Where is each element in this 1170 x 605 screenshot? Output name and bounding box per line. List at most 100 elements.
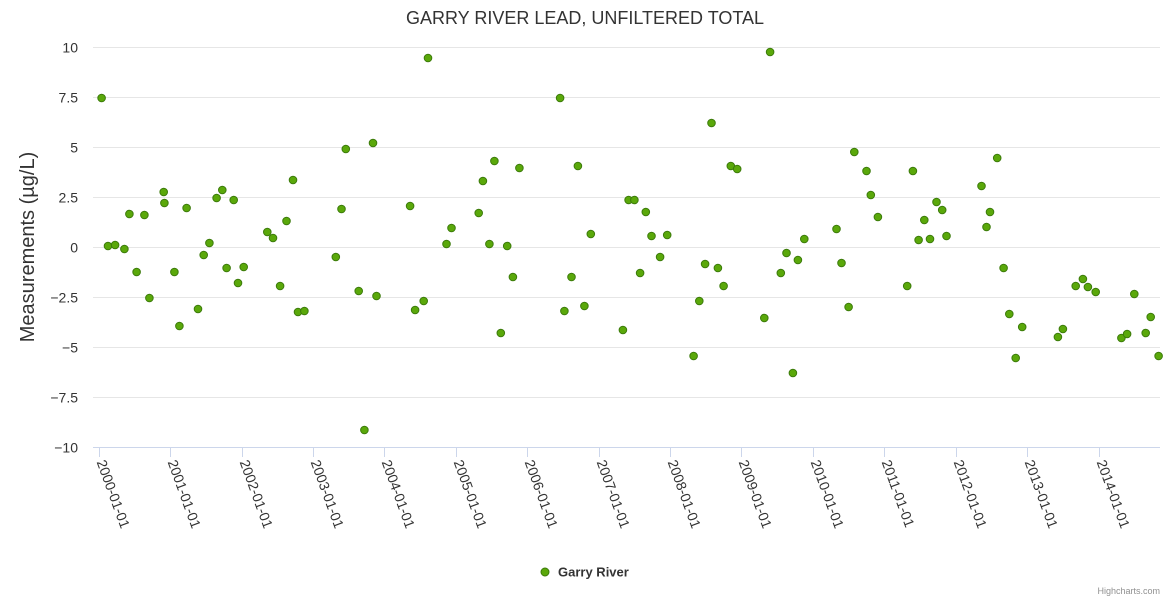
data-point[interactable] [300,306,309,316]
data-point[interactable] [700,259,710,269]
data-point[interactable] [1146,312,1155,322]
data-point[interactable] [1005,309,1014,319]
data-point[interactable] [474,208,484,218]
data-point[interactable] [229,195,238,205]
data-point[interactable] [925,234,935,244]
series-garry-river[interactable] [97,47,1163,435]
data-point[interactable] [832,224,841,234]
data-point[interactable] [205,238,214,248]
data-point[interactable] [502,241,512,251]
data-point[interactable] [866,190,876,200]
data-point[interactable] [337,204,346,214]
data-point[interactable] [1141,328,1150,338]
data-point[interactable] [175,321,184,331]
data-point[interactable] [999,263,1008,273]
data-point[interactable] [1071,281,1080,291]
data-point[interactable] [490,156,499,166]
data-point[interactable] [873,212,883,222]
data-point[interactable] [689,351,698,361]
data-point[interactable] [586,229,596,239]
data-point[interactable] [800,234,809,244]
data-point[interactable] [760,313,769,323]
data-point[interactable] [222,263,231,273]
data-point[interactable] [920,215,929,225]
data-point[interactable] [360,425,369,435]
data-point[interactable] [580,301,589,311]
data-point[interactable] [478,176,488,186]
data-point[interactable] [275,281,285,291]
data-point[interactable] [837,258,846,268]
data-point[interactable] [1017,322,1027,332]
data-point[interactable] [655,252,665,262]
data-point[interactable] [282,216,291,226]
data-point[interactable] [447,223,456,233]
data-point[interactable] [732,164,742,174]
data-point[interactable] [372,291,381,301]
data-point[interactable] [218,185,227,195]
data-point[interactable] [776,268,786,278]
data-point[interactable] [140,210,149,220]
data-point[interactable] [331,252,341,262]
data-point[interactable] [496,328,506,338]
data-point[interactable] [992,153,1002,163]
data-point[interactable] [132,267,141,277]
data-point[interactable] [508,272,518,282]
data-point[interactable] [110,240,120,250]
data-point[interactable] [1130,289,1139,299]
data-point[interactable] [1122,329,1132,339]
data-point[interactable] [354,286,364,296]
data-point[interactable] [1154,351,1163,361]
data-point[interactable] [485,239,494,249]
data-point[interactable] [97,93,106,103]
data-point[interactable] [560,306,569,316]
data-point[interactable] [707,118,716,128]
data-point[interactable] [713,263,723,273]
data-point[interactable] [120,244,129,254]
data-point[interactable] [160,198,169,208]
legend[interactable]: Garry River [540,565,629,580]
data-point[interactable] [914,235,923,245]
data-point[interactable] [368,138,378,148]
data-point[interactable] [405,201,415,211]
data-point[interactable] [159,187,168,197]
data-point[interactable] [635,268,645,278]
data-point[interactable] [982,222,991,232]
data-point[interactable] [908,166,918,176]
data-point[interactable] [793,255,803,265]
data-point[interactable] [1053,332,1063,342]
data-point[interactable] [1091,287,1100,297]
data-point[interactable] [1058,324,1068,334]
data-point[interactable] [423,53,433,63]
data-point[interactable] [442,239,451,249]
data-point[interactable] [844,302,853,312]
data-point[interactable] [1083,282,1093,292]
data-point[interactable] [239,262,248,272]
data-point[interactable] [193,304,203,314]
data-point[interactable] [1011,353,1021,363]
data-point[interactable] [782,248,791,258]
data-point[interactable] [695,296,704,306]
data-point[interactable] [125,209,134,219]
data-point[interactable] [902,281,912,291]
data-point[interactable] [985,207,995,217]
data-point[interactable] [145,293,154,303]
data-point[interactable] [341,144,351,154]
data-point[interactable] [788,368,798,378]
data-point[interactable] [862,166,871,176]
data-point[interactable] [515,163,524,173]
data-point[interactable] [555,93,565,103]
data-point[interactable] [1078,274,1088,284]
data-point[interactable] [419,296,429,306]
data-point[interactable] [182,203,191,213]
data-point[interactable] [263,227,272,237]
data-point[interactable] [630,195,639,205]
data-point[interactable] [977,181,986,191]
data-point[interactable] [662,230,672,240]
data-point[interactable] [641,207,651,217]
data-point[interactable] [1117,333,1126,343]
data-point[interactable] [288,175,298,185]
data-point[interactable] [932,197,941,207]
data-point[interactable] [647,231,656,241]
data-point[interactable] [233,278,243,288]
data-point[interactable] [850,147,859,157]
